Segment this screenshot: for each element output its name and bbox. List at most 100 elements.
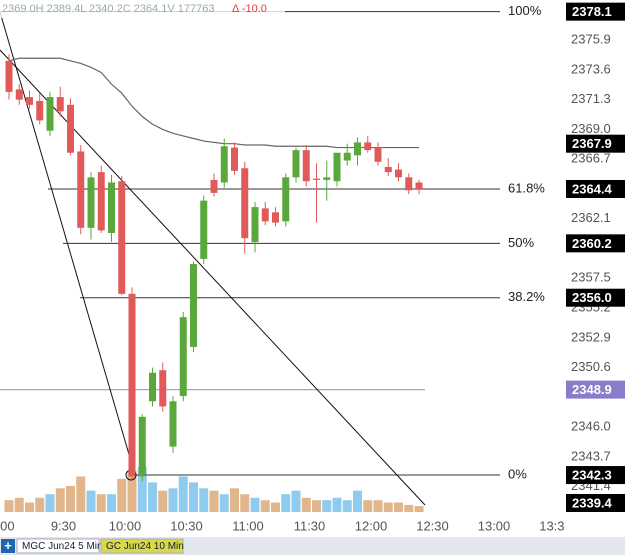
add-button[interactable] <box>1 539 15 553</box>
candle-body <box>292 150 300 178</box>
price-tag-label: 2342.3 <box>572 467 612 482</box>
price-tag-label: 2356.0 <box>572 290 612 305</box>
volume-bar <box>271 502 280 512</box>
candle-layer <box>5 54 423 482</box>
price-tag <box>566 134 625 153</box>
volume-bar <box>25 502 34 512</box>
candle-body <box>15 89 23 100</box>
y-axis: 2375.9 2373.6 2371.3 2369.0 2366.7 2362.1 2357… <box>566 2 625 512</box>
volume-bar <box>4 500 14 512</box>
candle-body <box>46 97 54 131</box>
price-tag-label: 2348.9 <box>572 382 612 397</box>
fib-label: 61.8% <box>508 180 545 195</box>
candle-body <box>118 181 126 294</box>
fib-label: 38.2% <box>508 289 545 304</box>
trend-line <box>0 11 136 476</box>
candle-body <box>169 401 177 447</box>
x-tick-label: 13:00 <box>478 518 511 533</box>
price-tag <box>566 2 625 21</box>
tab[interactable] <box>100 538 184 554</box>
candle-body <box>343 152 351 161</box>
volume-bar <box>158 490 168 512</box>
candle-body <box>354 142 361 156</box>
volume-bar <box>127 470 137 512</box>
candle-body <box>282 177 290 222</box>
price-tag-label: 2360.2 <box>572 236 612 251</box>
fib-label: 100% <box>508 3 542 18</box>
candle-body <box>200 200 208 259</box>
volume-bar <box>291 490 301 512</box>
x-tick-label: 9:30 <box>51 518 76 533</box>
candle-body <box>108 182 115 233</box>
candle-body <box>405 177 413 191</box>
x-tick-label: 12:00 <box>355 518 388 533</box>
volume-bar <box>260 500 270 512</box>
candle-body <box>159 370 167 407</box>
volume-layer <box>4 467 424 512</box>
volume-bar <box>394 502 403 512</box>
candle-body <box>374 147 382 162</box>
volume-bar <box>96 494 106 512</box>
quote: 2369.0H 2389.4L 2340.2C 2364.1V 177763 <box>2 3 214 15</box>
candle-body <box>179 317 187 397</box>
x-tick-label: 11:30 <box>294 518 326 533</box>
y-tick-label: 2373.6 <box>571 61 611 76</box>
y-tick-label: 2362.1 <box>571 210 611 225</box>
volume-bar <box>137 467 147 512</box>
candle-body <box>149 372 156 402</box>
tab[interactable] <box>16 538 100 554</box>
fib-label: 50% <box>508 235 534 250</box>
y-tick-label: 2352.9 <box>571 329 611 344</box>
y-tick-label: 2371.3 <box>571 91 611 106</box>
candle-body <box>5 60 13 92</box>
header-bg <box>0 0 285 18</box>
volume-bar <box>373 500 383 512</box>
candle-body <box>138 416 146 477</box>
volume-bar <box>342 500 352 512</box>
x-tick-label: 10:00 <box>109 518 142 533</box>
price-tag <box>566 288 625 307</box>
volume-bar <box>281 494 291 512</box>
candle-body <box>26 97 33 105</box>
x-tick-label: 13:30 <box>539 518 572 533</box>
price-tag <box>566 380 625 399</box>
volume-bar <box>14 497 24 512</box>
price-tag <box>566 466 625 485</box>
x-tick-label: 9:00 <box>0 518 15 533</box>
candle-body <box>87 177 95 228</box>
candle-body <box>97 172 105 231</box>
candle-body <box>395 169 402 178</box>
add-icon: + <box>4 538 12 553</box>
y-tick-label: 2366.7 <box>571 151 611 166</box>
candle-body <box>364 142 372 151</box>
candle-body <box>231 147 238 171</box>
candle-body <box>210 179 218 193</box>
volume-bar <box>117 478 127 512</box>
volume-bar <box>168 488 178 512</box>
volume-bar <box>209 490 219 512</box>
volume-bar <box>45 494 55 512</box>
candle-body <box>128 293 136 477</box>
volume-bar <box>414 506 424 512</box>
candle-body <box>251 207 259 243</box>
candle-body <box>415 182 423 189</box>
candle-body <box>36 100 44 121</box>
volume-bar <box>35 497 45 512</box>
x-tick-label: 10:30 <box>170 518 203 533</box>
volume-bar <box>250 497 260 512</box>
candle-body <box>313 178 320 180</box>
volume-bar <box>312 500 321 512</box>
candle-body <box>67 104 74 153</box>
y-tick-label: 2357.5 <box>571 270 611 285</box>
candle-body <box>272 212 279 223</box>
volume-bar <box>353 490 362 512</box>
candle-body <box>333 152 341 182</box>
price-tag <box>566 179 625 198</box>
candle-body <box>77 151 85 228</box>
price-tag-label: 2367.9 <box>572 136 612 151</box>
volume-bar <box>86 490 96 512</box>
volume-bar <box>148 482 157 512</box>
price-tag-label: 2378.1 <box>572 4 612 19</box>
